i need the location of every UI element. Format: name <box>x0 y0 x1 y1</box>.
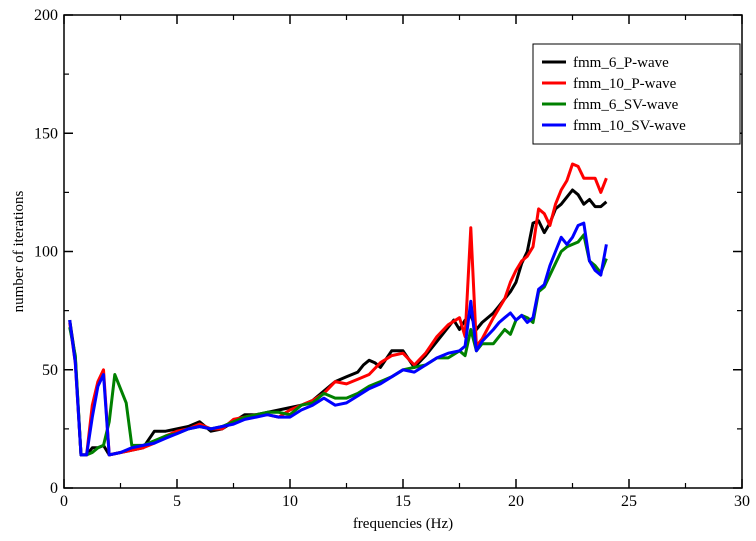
legend-label: fmm_6_SV-wave <box>573 97 679 113</box>
series-layer <box>68 162 608 457</box>
series-line-fmm-6-sv-wave <box>68 233 608 457</box>
x-tick-label: 0 <box>60 493 68 510</box>
x-tick-label: 25 <box>621 493 637 510</box>
legend-item: fmm_6_P-wave <box>542 55 669 71</box>
legend: fmm_6_P-wave fmm_10_P-wave fmm_6_SV-wavefm… <box>532 43 741 145</box>
legend-items: fmm_6_P-wave fmm_10_P-wave fmm_6_SV-wavefm… <box>542 55 686 134</box>
y-axis-label: number of iterations <box>11 191 27 313</box>
y-tick-label: 150 <box>34 125 58 142</box>
x-axis-label: frequencies (Hz) <box>353 516 453 532</box>
x-tick-label: 30 <box>734 493 750 510</box>
legend-item: fmm_6_SV-wave <box>542 97 679 113</box>
legend-label: fmm_6_P-wave <box>573 55 669 71</box>
y-tick-label: 100 <box>34 244 58 261</box>
y-tick-label: 0 <box>50 480 58 497</box>
series-line-fmm-10-p-wave <box>68 162 608 457</box>
x-tick-label: 20 <box>508 493 524 510</box>
series-line-fmm-10-sv-wave <box>68 221 608 457</box>
x-tick-label: 5 <box>173 493 181 510</box>
legend-item: fmm_10_P-wave <box>542 76 677 92</box>
x-tick-label: 15 <box>395 493 411 510</box>
ticks-layer: 0 5 10 15 20 25 30 0 50 100 150 200 <box>34 7 750 510</box>
series-line-fmm-6-p-wave <box>68 188 608 457</box>
legend-item: fmm_10_SV-wave <box>542 118 686 134</box>
y-tick-label: 50 <box>42 362 58 379</box>
legend-label: fmm_10_SV-wave <box>573 118 686 134</box>
legend-box <box>532 43 741 145</box>
y-tick-label: 200 <box>34 7 58 24</box>
x-tick-label: 10 <box>282 493 298 510</box>
legend-label: fmm_10_P-wave <box>573 76 677 92</box>
